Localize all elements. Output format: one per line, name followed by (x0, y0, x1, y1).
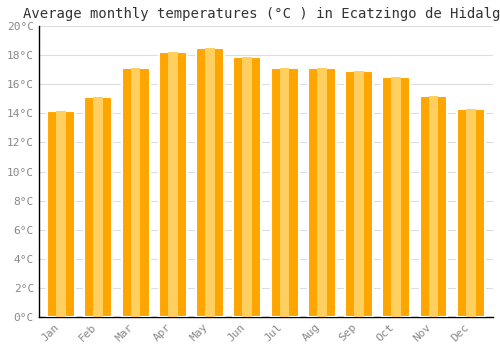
Bar (242, 57, 252, 317)
Title: Average monthly temperatures (°C ) in Ecatzingo de Hidalgo: Average monthly temperatures (°C ) in Ec… (23, 7, 500, 21)
Bar (392, 77, 401, 317)
Bar (168, 52, 177, 317)
Bar (196, 48, 224, 317)
Bar (130, 68, 140, 317)
Bar (280, 68, 289, 317)
Bar (457, 109, 484, 317)
Bar (159, 52, 187, 317)
Bar (94, 97, 104, 317)
Bar (234, 57, 262, 317)
Bar (420, 96, 448, 317)
Bar (308, 68, 336, 317)
Bar (84, 97, 112, 317)
Bar (56, 111, 66, 317)
Bar (270, 68, 298, 317)
Bar (205, 48, 215, 317)
Bar (382, 77, 410, 317)
Bar (354, 71, 364, 317)
Bar (345, 71, 373, 317)
Bar (317, 68, 326, 317)
Bar (428, 96, 438, 317)
Bar (466, 109, 475, 317)
Bar (122, 68, 150, 317)
Bar (47, 111, 75, 317)
